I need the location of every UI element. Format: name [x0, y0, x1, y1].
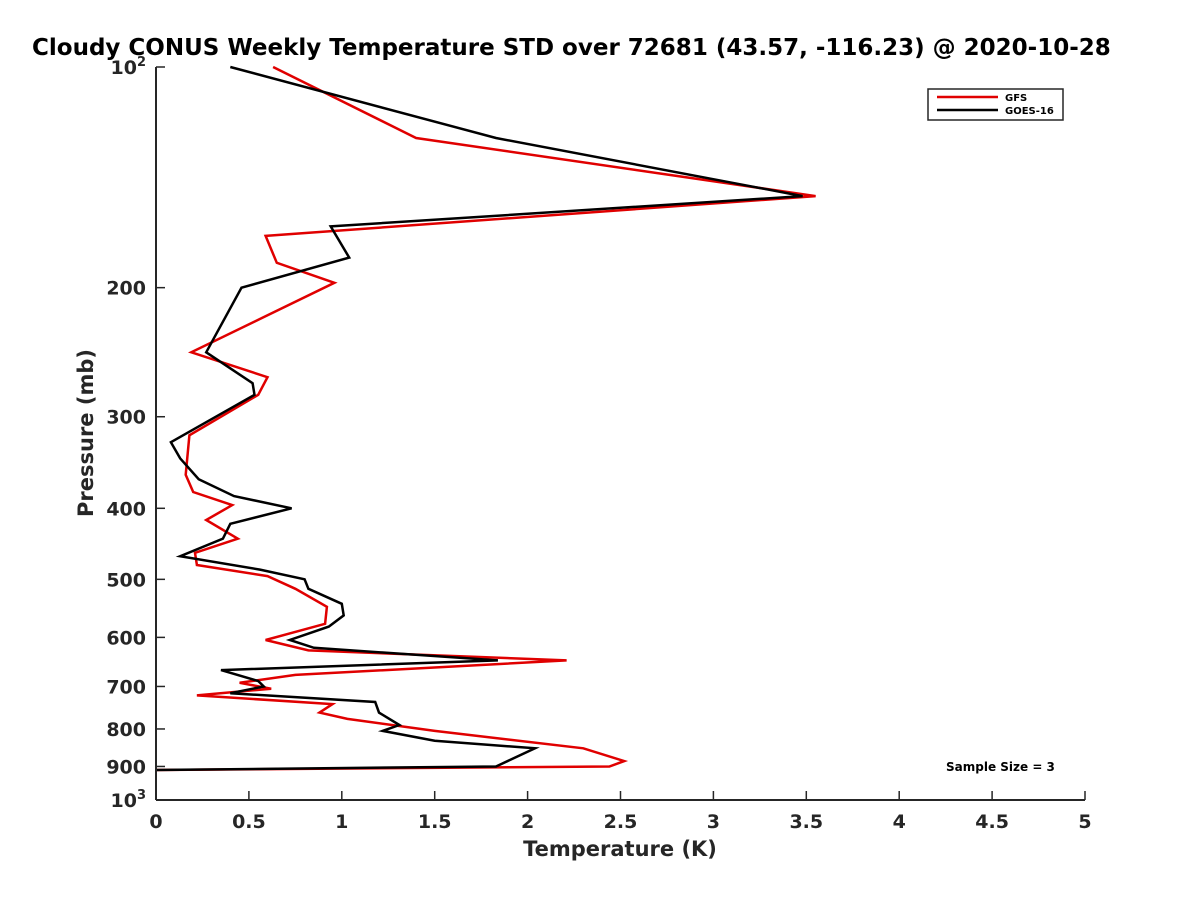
x-tick-label: 1: [335, 811, 348, 833]
x-tick-label: 3: [707, 811, 720, 833]
y-tick-label: 700: [106, 676, 146, 698]
series-line-gfs: [155, 65, 816, 772]
y-tick-label: 102: [111, 55, 147, 79]
legend-box: [927, 88, 1064, 121]
chart-title: Cloudy CONUS Weekly Temperature STD over…: [32, 35, 1111, 61]
x-tick-label: 2: [521, 811, 534, 833]
x-axis-label: Temperature (K): [523, 837, 717, 861]
x-tick-label: 4.5: [975, 811, 1009, 833]
x-tick-label: 3.5: [789, 811, 823, 833]
legend: GFS GOES-16: [927, 88, 1064, 121]
series-group: [155, 65, 816, 772]
x-tick-label: 0: [149, 811, 162, 833]
plot-area: [156, 67, 1085, 800]
y-tick-label: 600: [106, 627, 146, 649]
series-line-goes16: [155, 65, 803, 772]
x-tick-label: 1.5: [418, 811, 452, 833]
x-tick-label: 0.5: [232, 811, 266, 833]
y-tick-label: 200: [106, 278, 146, 300]
y-tick-label: 800: [106, 719, 146, 741]
y-tick-label: 300: [106, 407, 146, 429]
y-tick-label: 400: [106, 498, 146, 520]
y-tick-label: 103: [111, 788, 147, 812]
sample-size-annotation: Sample Size = 3: [946, 760, 1055, 774]
legend-label-gfs: GFS: [1005, 93, 1027, 104]
y-tick-label: 500: [106, 569, 146, 591]
x-tick-label: 2.5: [604, 811, 638, 833]
x-ticks: 0 0.5 1 1.5 2 2.5 3 3.5 4 4.5 5: [149, 791, 1092, 833]
y-axis-label: Pressure (mb): [74, 349, 98, 517]
y-ticks: 102 200 300 400 500 600 700 800 900 103: [106, 55, 165, 812]
x-tick-label: 5: [1078, 811, 1091, 833]
y-tick-label: 900: [106, 756, 146, 778]
x-tick-label: 4: [893, 811, 906, 833]
legend-label-goes16: GOES-16: [1005, 106, 1054, 117]
